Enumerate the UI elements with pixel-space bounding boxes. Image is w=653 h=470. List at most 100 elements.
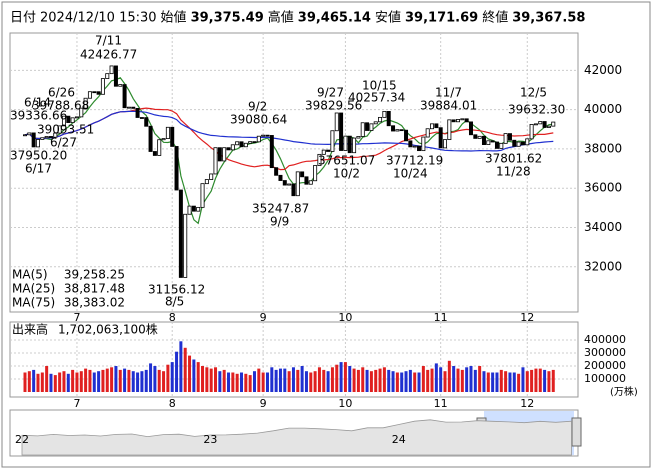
volume-bar	[352, 368, 356, 392]
volume-bar	[300, 366, 304, 392]
ma-value: 38,817.48	[64, 282, 125, 296]
candle-body	[235, 141, 240, 146]
candle-body	[464, 118, 469, 123]
volume-bar	[486, 372, 490, 392]
candle-body	[170, 126, 175, 147]
volume-bar	[71, 369, 75, 392]
volume-bar	[382, 367, 386, 392]
candle-body	[178, 189, 183, 278]
y-tick-label: 200000	[584, 359, 626, 372]
candle-body	[139, 117, 144, 119]
candle-body	[512, 139, 517, 147]
volume-bar	[153, 366, 157, 392]
candle-body	[529, 124, 534, 140]
candle-body	[404, 129, 409, 142]
candle-body	[161, 138, 166, 141]
candle-body	[217, 147, 222, 162]
field-value: 39,171.69	[405, 11, 478, 26]
candle-body	[256, 135, 261, 143]
volume-bar	[365, 369, 369, 392]
volume-bar	[534, 368, 538, 392]
volume-bar	[339, 362, 343, 392]
volume-bar	[88, 369, 92, 392]
volume-bar	[317, 367, 321, 392]
volume-bar	[270, 367, 274, 392]
candle-body	[399, 129, 404, 132]
candle-body	[79, 107, 84, 118]
volume-bar	[209, 368, 213, 392]
candle-body	[35, 139, 40, 148]
candle-body	[92, 91, 97, 94]
volume-bar	[136, 372, 140, 392]
candle-body	[425, 128, 430, 138]
volume-bar	[227, 372, 231, 392]
volume-bar	[218, 371, 222, 392]
candle-body	[274, 167, 279, 176]
candle-body	[391, 125, 396, 132]
candle-body	[100, 78, 105, 95]
x-tick-label: 11	[434, 311, 448, 324]
volume-bar	[157, 369, 161, 392]
volume-bar	[27, 371, 31, 392]
candle-body	[152, 151, 157, 156]
candle-body	[83, 97, 88, 109]
candle-body	[295, 171, 300, 197]
candle-body	[352, 137, 357, 154]
x-tick-label: 11	[434, 397, 448, 410]
volume-bar	[179, 341, 183, 392]
volume-bar	[118, 369, 122, 392]
volume-bar	[304, 371, 308, 392]
volume-bar	[456, 368, 460, 392]
annotation-price: 39884.01	[420, 99, 477, 113]
volume-bar	[421, 366, 425, 392]
volume-bar	[447, 360, 451, 392]
annotation-price: 40257.34	[348, 91, 405, 105]
volume-bar	[192, 359, 196, 392]
candle-body	[122, 84, 127, 109]
candle-body	[191, 205, 196, 212]
candle-body	[31, 132, 36, 148]
candle-body	[408, 140, 413, 148]
candle-body	[304, 176, 309, 185]
navigator-handle-right[interactable]	[571, 417, 582, 447]
volume-bar	[127, 369, 131, 392]
candle-body	[165, 126, 170, 140]
annotation-date: 9/27	[317, 86, 344, 100]
candle-body	[196, 206, 201, 212]
volume-bar	[460, 369, 464, 392]
y-tick-label: 36000	[584, 181, 622, 195]
volume-bar	[101, 369, 105, 392]
volume-bar	[374, 369, 378, 392]
candle-body	[87, 91, 92, 99]
candle-body	[481, 135, 486, 146]
volume-bar	[313, 371, 317, 392]
field-name: 終値	[482, 10, 508, 26]
volume-bar	[84, 368, 88, 392]
y-tick-label: 34000	[584, 220, 622, 234]
candle-body	[516, 141, 521, 147]
volume-bar	[482, 371, 486, 392]
candle-body	[317, 153, 322, 166]
annotation-date: 8/5	[165, 295, 184, 309]
annotation-price: 31156.12	[148, 283, 205, 297]
ma-name: MA(75)	[12, 296, 55, 310]
candle-body	[365, 122, 370, 131]
candle-body	[96, 91, 101, 95]
candle-body	[503, 133, 508, 144]
ma-value: 38,383.02	[64, 296, 125, 310]
x-tick-label: 10	[338, 397, 352, 410]
candle-body	[520, 141, 525, 146]
volume-bar	[426, 369, 430, 392]
volume-bar	[543, 369, 547, 392]
volume-bar	[235, 373, 239, 392]
candle-body	[61, 115, 66, 127]
volume-bar	[512, 372, 516, 392]
volume-bar	[114, 366, 118, 392]
y-tick-label: 40000	[584, 102, 622, 116]
volume-bar	[387, 369, 391, 392]
annotation-date: 6/27	[50, 136, 77, 150]
volume-unit: (万株)	[610, 385, 638, 398]
volume-bar	[408, 369, 412, 392]
volume-bar	[170, 362, 174, 392]
volume-bar	[110, 367, 114, 392]
